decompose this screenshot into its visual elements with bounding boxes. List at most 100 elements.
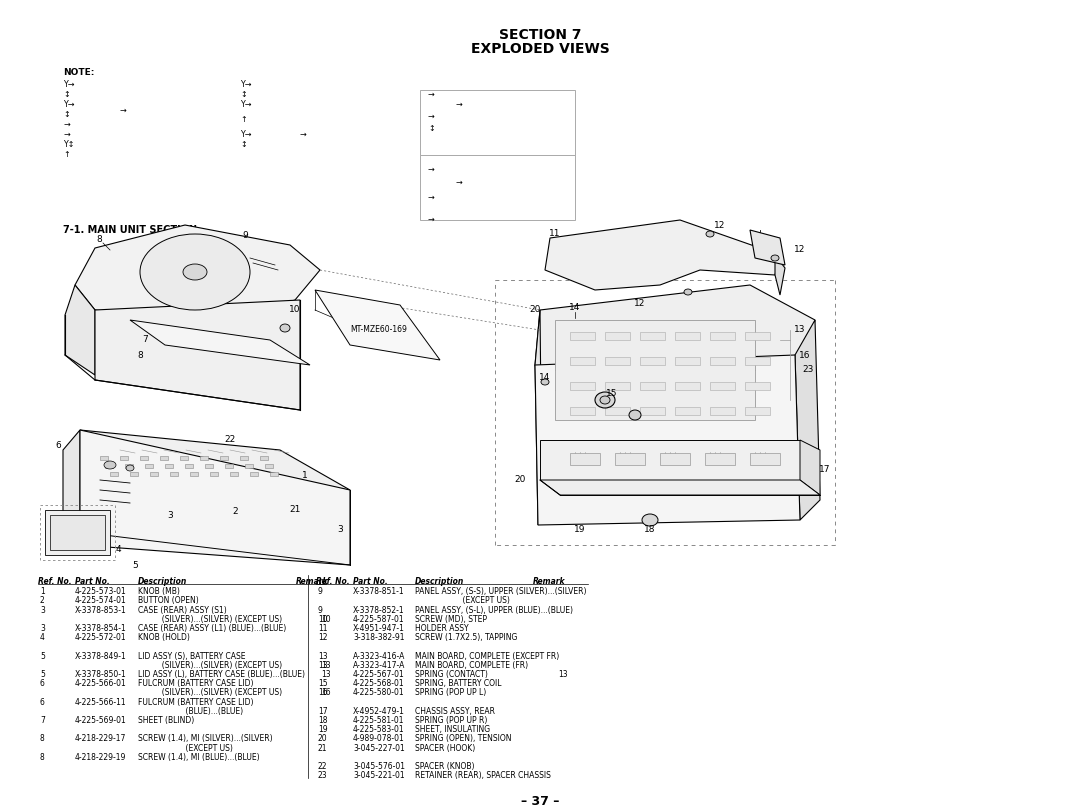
Text: 3-045-576-01: 3-045-576-01 <box>353 762 405 771</box>
Text: 3: 3 <box>167 510 173 520</box>
Text: X-4951-947-1: X-4951-947-1 <box>353 624 405 633</box>
Text: – 37 –: – 37 – <box>521 795 559 808</box>
Text: 6: 6 <box>40 679 45 689</box>
Text: 7: 7 <box>143 336 148 345</box>
Text: 17: 17 <box>820 466 831 474</box>
Bar <box>745 357 770 365</box>
Text: ↕: ↕ <box>240 90 246 99</box>
Ellipse shape <box>771 255 779 261</box>
Text: (EXCEPT US): (EXCEPT US) <box>138 744 233 753</box>
Bar <box>145 464 153 468</box>
Bar <box>420 90 575 155</box>
Bar <box>605 407 630 415</box>
Bar <box>605 382 630 390</box>
Polygon shape <box>80 430 350 490</box>
Text: 4-225-583-01: 4-225-583-01 <box>353 725 405 734</box>
Text: 15: 15 <box>318 679 327 689</box>
Text: SPRING (OPEN), TENSION: SPRING (OPEN), TENSION <box>415 735 512 744</box>
Text: Description: Description <box>138 577 187 586</box>
Bar <box>745 332 770 340</box>
Ellipse shape <box>706 231 714 237</box>
Text: 4-218-229-17: 4-218-229-17 <box>75 735 126 744</box>
Bar <box>170 472 178 476</box>
Text: →: → <box>455 100 462 109</box>
Text: SPRING, BATTERY COIL: SPRING, BATTERY COIL <box>415 679 501 689</box>
Bar <box>570 407 595 415</box>
Text: 13: 13 <box>318 661 327 670</box>
Text: ↕: ↕ <box>240 140 246 149</box>
Text: 14: 14 <box>569 303 581 311</box>
Ellipse shape <box>183 264 207 280</box>
Text: 3-045-227-01: 3-045-227-01 <box>353 744 405 753</box>
Text: 1: 1 <box>40 587 44 596</box>
Bar <box>105 464 113 468</box>
Text: 3: 3 <box>40 606 45 615</box>
Text: →: → <box>63 130 70 139</box>
Text: Y↕: Y↕ <box>63 140 75 149</box>
Text: 22: 22 <box>225 436 235 444</box>
Ellipse shape <box>140 234 249 310</box>
Text: 3-318-382-91: 3-318-382-91 <box>353 633 405 642</box>
Polygon shape <box>795 320 820 520</box>
Text: RETAINER (REAR), SPACER CHASSIS: RETAINER (REAR), SPACER CHASSIS <box>415 771 551 780</box>
Text: SCREW (1.7X2.5), TAPPING: SCREW (1.7X2.5), TAPPING <box>415 633 517 642</box>
Text: KNOB (MB): KNOB (MB) <box>138 587 180 596</box>
Text: 16: 16 <box>318 689 327 697</box>
Text: 9: 9 <box>242 230 248 239</box>
Text: (SILVER)...(SILVER) (EXCEPT US): (SILVER)...(SILVER) (EXCEPT US) <box>138 689 282 697</box>
Text: 4-225-572-01: 4-225-572-01 <box>75 633 126 642</box>
Text: Y→: Y→ <box>240 130 252 139</box>
Ellipse shape <box>600 396 610 404</box>
Text: 13: 13 <box>321 670 330 679</box>
Bar <box>640 407 665 415</box>
Ellipse shape <box>684 289 692 295</box>
Bar <box>165 464 173 468</box>
Text: NOTE:: NOTE: <box>63 68 94 77</box>
Bar <box>570 357 595 365</box>
Bar <box>185 464 193 468</box>
Text: SCREW (1.4), MI (SILVER)...(SILVER): SCREW (1.4), MI (SILVER)...(SILVER) <box>138 735 272 744</box>
Bar <box>570 382 595 390</box>
Text: X-3378-849-1: X-3378-849-1 <box>75 651 126 661</box>
Bar <box>270 472 278 476</box>
Text: 18: 18 <box>318 716 327 725</box>
Text: KNOB (HOLD): KNOB (HOLD) <box>138 633 190 642</box>
Bar <box>555 320 755 420</box>
Text: (SILVER)...(SILVER) (EXCEPT US): (SILVER)...(SILVER) (EXCEPT US) <box>138 615 282 624</box>
Polygon shape <box>800 440 820 495</box>
Text: →: → <box>428 165 435 174</box>
Polygon shape <box>75 225 320 325</box>
Text: 6: 6 <box>55 440 60 449</box>
Text: Remark: Remark <box>296 577 328 586</box>
Text: CASE (REAR) ASSY (L1) (BLUE)...(BLUE): CASE (REAR) ASSY (L1) (BLUE)...(BLUE) <box>138 624 286 633</box>
Text: 13: 13 <box>794 325 806 334</box>
Text: 13: 13 <box>321 661 330 670</box>
Polygon shape <box>45 510 110 555</box>
Text: 23: 23 <box>802 366 813 375</box>
Text: Part No.: Part No. <box>75 577 110 586</box>
Text: 16: 16 <box>321 689 330 697</box>
Text: 2: 2 <box>40 596 44 605</box>
Text: 8: 8 <box>40 735 44 744</box>
Bar <box>225 464 233 468</box>
Polygon shape <box>775 255 785 295</box>
Bar <box>640 332 665 340</box>
Text: SECTION 7: SECTION 7 <box>499 28 581 42</box>
Text: ↕: ↕ <box>63 110 70 119</box>
Bar <box>260 456 268 460</box>
Text: 4-989-078-01: 4-989-078-01 <box>353 735 405 744</box>
Text: 11: 11 <box>318 624 327 633</box>
Text: LID ASSY (L), BATTERY CASE (BLUE)...(BLUE): LID ASSY (L), BATTERY CASE (BLUE)...(BLU… <box>138 670 305 679</box>
Text: 7: 7 <box>40 716 45 725</box>
Bar <box>249 472 258 476</box>
Text: 19: 19 <box>318 725 327 734</box>
Polygon shape <box>50 515 105 550</box>
Text: 11: 11 <box>550 229 561 238</box>
Text: 12: 12 <box>794 246 806 255</box>
Bar <box>710 332 735 340</box>
Text: 15: 15 <box>606 388 618 397</box>
Text: PANEL ASSY, (S-L), UPPER (BLUE)...(BLUE): PANEL ASSY, (S-L), UPPER (BLUE)...(BLUE) <box>415 606 573 615</box>
Text: LID ASSY (S), BATTERY CASE: LID ASSY (S), BATTERY CASE <box>138 651 245 661</box>
Text: →: → <box>428 193 435 202</box>
Text: 4-225-580-01: 4-225-580-01 <box>353 689 405 697</box>
